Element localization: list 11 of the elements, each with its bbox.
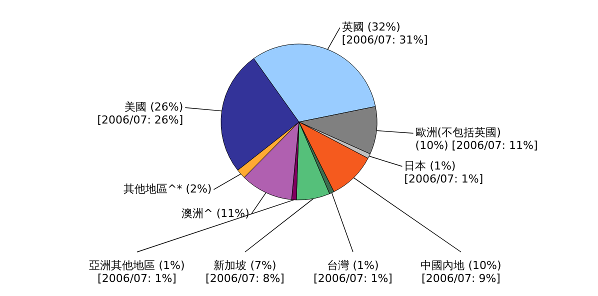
slice-label: 其他地區^* (2%) [123,182,212,196]
slice-label: 台灣 (1%) [2006/07: 1%] [314,259,392,285]
slice-label: 英國 (32%) [2006/07: 31%] [342,20,428,47]
slice-label: 中國內地 (10%) [2006/07: 9%] [420,259,502,285]
data-label: (10%) [2006/07: 11%] [415,139,538,152]
slice-label: 日本 (1%) [2006/07: 1%] [404,159,484,186]
slice-label: 歐洲(不包括英國) [415,126,501,140]
slice-label: 美國 (26%) [2006/07: 26%] [97,100,184,127]
slice-label: 澳洲^ (11%) [182,206,250,220]
slice-label: 新加坡 (7%) [2006/07: 8%] [206,259,284,285]
slice-label: 亞洲其他地區 (1%) [2006/07: 1%] [89,259,185,285]
